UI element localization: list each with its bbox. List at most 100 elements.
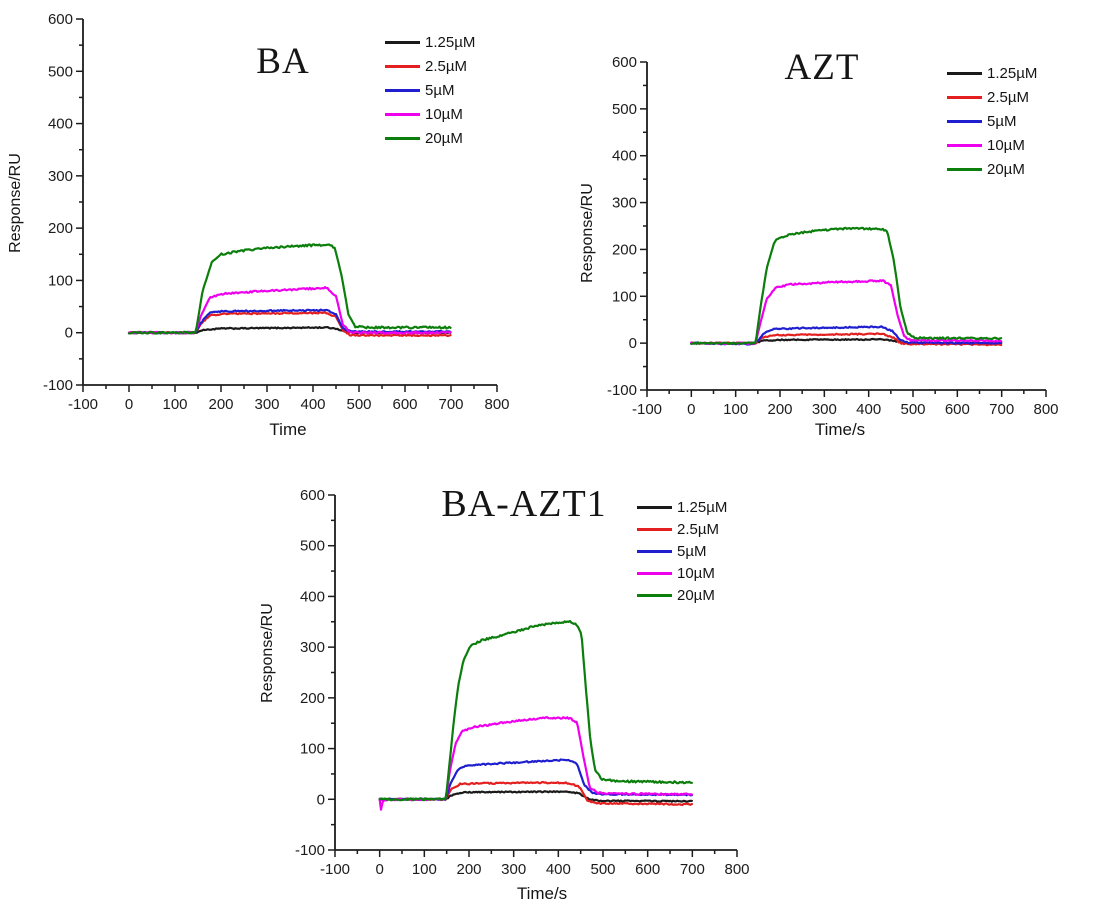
svg-text:800: 800 <box>724 861 749 878</box>
svg-text:100: 100 <box>412 861 437 878</box>
legend-item: 1.25µM <box>947 61 1037 85</box>
legend-label: 10µM <box>987 136 1025 154</box>
legend-label: 1.25µM <box>677 498 728 516</box>
legend-item: 5µM <box>637 540 727 562</box>
svg-text:0: 0 <box>375 861 383 878</box>
legend-label: 2.5µM <box>987 88 1029 106</box>
svg-text:-100: -100 <box>607 382 637 399</box>
svg-text:400: 400 <box>856 401 881 418</box>
legend-item: 2.5µM <box>947 85 1037 109</box>
legend-line-swatch <box>947 95 982 99</box>
svg-text:300: 300 <box>612 195 637 212</box>
chart-azt-legend: 1.25µM 2.5µM 5µM 10µM 20µM <box>947 61 1037 181</box>
legend-item: 10µM <box>947 133 1037 157</box>
legend-item: 20µM <box>385 126 475 150</box>
svg-text:0: 0 <box>317 791 325 808</box>
svg-text:100: 100 <box>48 272 73 289</box>
legend-label: 2.5µM <box>677 520 719 538</box>
legend-line-swatch <box>637 593 672 597</box>
svg-text:-100: -100 <box>632 401 662 418</box>
legend-line-swatch <box>947 71 982 75</box>
chart-ba-legend: 1.25µM 2.5µM 5µM 10µM 20µM <box>385 30 475 150</box>
legend-item: 2.5µM <box>385 54 475 78</box>
svg-text:0: 0 <box>687 401 695 418</box>
svg-text:600: 600 <box>635 861 660 878</box>
legend-label: 5µM <box>425 81 455 99</box>
legend-line-swatch <box>947 119 982 123</box>
svg-text:300: 300 <box>300 639 325 656</box>
legend-item: 20µM <box>637 584 727 606</box>
legend-line-swatch <box>385 64 420 68</box>
svg-text:300: 300 <box>812 401 837 418</box>
legend-item: 5µM <box>385 78 475 102</box>
legend-label: 1.25µM <box>425 33 476 51</box>
svg-text:400: 400 <box>300 588 325 605</box>
legend-line-swatch <box>385 136 420 140</box>
svg-text:700: 700 <box>989 401 1014 418</box>
legend-item: 2.5µM <box>637 518 727 540</box>
svg-text:600: 600 <box>612 54 637 71</box>
legend-item: 5µM <box>947 109 1037 133</box>
legend-line-swatch <box>637 505 672 509</box>
svg-text:800: 800 <box>484 396 509 413</box>
svg-text:200: 200 <box>456 861 481 878</box>
legend-label: 10µM <box>677 564 715 582</box>
legend-line-swatch <box>385 88 420 92</box>
chart-ba-title: BA <box>256 41 310 82</box>
chart-ba-azt1-plot: -100 0 100 200 300 400 500 600 -100 0 100 200 300 400… <box>295 487 750 878</box>
svg-text:300: 300 <box>254 396 279 413</box>
legend-label: 1.25µM <box>987 64 1038 82</box>
svg-text:400: 400 <box>300 396 325 413</box>
chart-azt-x-axis-label: Time/s <box>814 420 866 439</box>
legend-line-swatch <box>637 571 672 575</box>
legend-label: 20µM <box>987 160 1025 178</box>
legend-line-swatch <box>947 143 982 147</box>
svg-text:-100: -100 <box>68 396 98 413</box>
svg-text:0: 0 <box>125 396 133 413</box>
svg-text:-100: -100 <box>295 842 325 859</box>
svg-text:200: 200 <box>612 241 637 258</box>
legend-item: 1.25µM <box>637 496 727 518</box>
chart-azt-title: AZT <box>784 47 860 88</box>
legend-label: 10µM <box>425 105 463 123</box>
legend-item: 10µM <box>385 102 475 126</box>
chart-ba-y-axis-label: Response/RU <box>7 153 24 253</box>
svg-text:600: 600 <box>392 396 417 413</box>
chart-ba-azt1-title: BA-AZT1 <box>441 483 607 525</box>
svg-text:100: 100 <box>723 401 748 418</box>
svg-text:600: 600 <box>945 401 970 418</box>
legend-label: 20µM <box>677 586 715 604</box>
svg-text:400: 400 <box>546 861 571 878</box>
legend-item: 20µM <box>947 157 1037 181</box>
legend-item: 10µM <box>637 562 727 584</box>
svg-text:500: 500 <box>300 538 325 555</box>
svg-text:200: 200 <box>48 220 73 237</box>
svg-text:200: 200 <box>208 396 233 413</box>
svg-text:400: 400 <box>48 116 73 133</box>
svg-text:700: 700 <box>438 396 463 413</box>
svg-text:800: 800 <box>1033 401 1058 418</box>
legend-line-swatch <box>947 167 982 171</box>
svg-text:600: 600 <box>48 11 73 28</box>
legend-label: 5µM <box>987 112 1017 130</box>
svg-text:300: 300 <box>501 861 526 878</box>
svg-text:500: 500 <box>900 401 925 418</box>
chart-ba-azt1-x-axis-label: Time/s <box>516 884 568 903</box>
svg-text:500: 500 <box>590 861 615 878</box>
legend-line-swatch <box>385 40 420 44</box>
svg-text:700: 700 <box>680 861 705 878</box>
svg-text:500: 500 <box>612 101 637 118</box>
chart-ba-azt1-y-axis-label: Response/RU <box>259 603 276 703</box>
chart-azt-plot: -100 0 100 200 300 400 500 600 -100 0 100 200 300 400… <box>607 54 1059 418</box>
svg-text:200: 200 <box>767 401 792 418</box>
chart-ba-azt1-legend: 1.25µM 2.5µM 5µM 10µM 20µM <box>637 496 727 606</box>
svg-text:500: 500 <box>346 396 371 413</box>
svg-text:200: 200 <box>300 690 325 707</box>
legend-label: 20µM <box>425 129 463 147</box>
legend-line-swatch <box>637 549 672 553</box>
legend-label: 2.5µM <box>425 57 467 75</box>
legend-line-swatch <box>385 112 420 116</box>
legend-item: 1.25µM <box>385 30 475 54</box>
legend-label: 5µM <box>677 542 707 560</box>
